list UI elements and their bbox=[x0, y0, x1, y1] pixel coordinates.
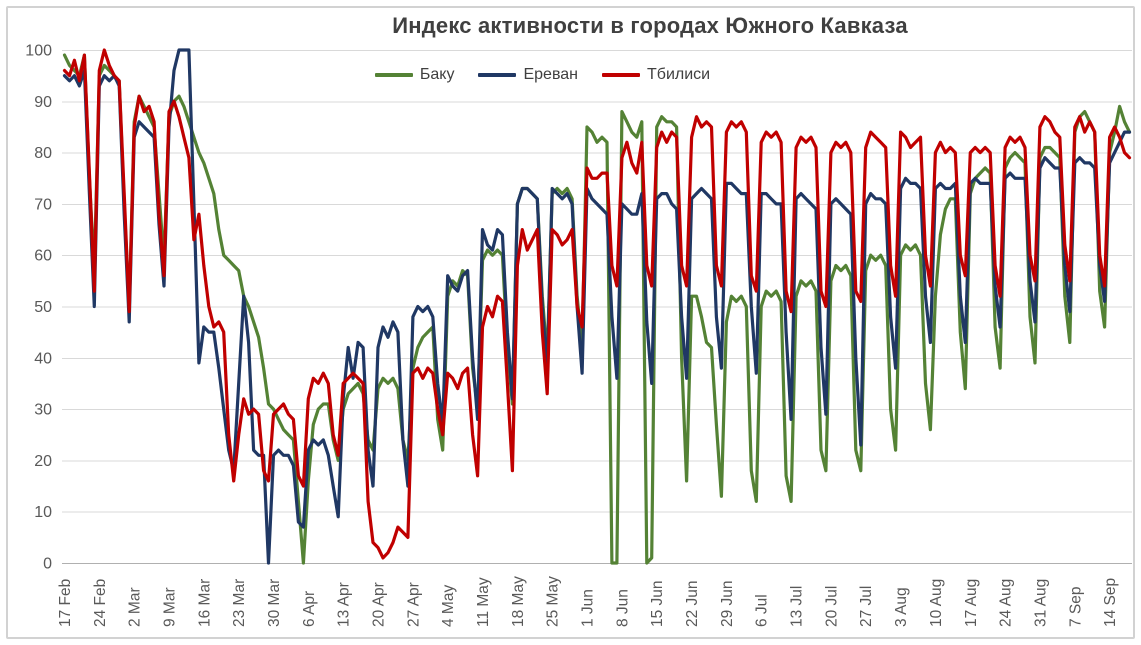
x-tick-label: 20 Apr bbox=[371, 582, 388, 627]
x-tick-label: 29 Jun bbox=[719, 580, 736, 627]
legend-label-tbilisi: Тбилиси bbox=[647, 66, 711, 83]
x-tick-label: 2 Mar bbox=[127, 587, 144, 627]
baku-line-swatch-icon bbox=[374, 73, 413, 77]
legend-item-tbilisi: Тбилиси bbox=[602, 66, 710, 84]
chart-title: Индекс активности в городах Южного Кавка… bbox=[392, 13, 908, 38]
series-line-баку bbox=[62, 53, 1132, 565]
x-tick-label: 24 Aug bbox=[998, 579, 1015, 627]
x-axis-labels: 17 Feb 24 Feb 2 Mar 9 Mar 16 Mar 23 Mar 30 Mar… bbox=[57, 576, 1119, 627]
yerevan-line-swatch-icon bbox=[478, 73, 517, 77]
x-tick-label: 1 Jun bbox=[580, 589, 597, 627]
x-tick-label: 11 May bbox=[475, 577, 492, 627]
y-tick-label: 10 bbox=[34, 504, 52, 521]
x-tick-label: 27 Apr bbox=[405, 582, 422, 627]
x-tick-label: 23 Mar bbox=[231, 579, 248, 627]
y-axis-labels: 0 10 20 30 40 50 60 70 80 90 100 bbox=[25, 43, 52, 573]
y-tick-label: 50 bbox=[34, 299, 52, 316]
y-tick-label: 100 bbox=[25, 43, 52, 60]
x-tick-label: 3 Aug bbox=[893, 587, 910, 627]
x-tick-label: 13 Apr bbox=[336, 582, 353, 627]
x-tick-label: 9 Mar bbox=[162, 587, 179, 627]
x-tick-label: 7 Sep bbox=[1067, 586, 1084, 627]
series-line-ереван bbox=[62, 48, 1132, 565]
x-tick-label: 14 Sep bbox=[1102, 578, 1119, 627]
legend-item-yerevan: Ереван bbox=[478, 66, 578, 84]
x-tick-label: 10 Aug bbox=[928, 579, 945, 627]
y-tick-label: 80 bbox=[34, 145, 52, 162]
x-tick-label: 22 Jun bbox=[684, 580, 701, 627]
x-tick-label: 17 Feb bbox=[57, 579, 74, 627]
y-tick-label: 70 bbox=[34, 196, 52, 213]
x-tick-label: 8 Jun bbox=[614, 589, 631, 627]
x-tick-label: 4 May bbox=[440, 585, 457, 627]
y-tick-label: 0 bbox=[43, 556, 52, 573]
x-tick-label: 20 Jul bbox=[823, 586, 840, 627]
legend-label-yerevan: Ереван bbox=[523, 66, 578, 83]
x-tick-label: 24 Feb bbox=[92, 579, 109, 627]
x-tick-label: 30 Mar bbox=[266, 579, 283, 627]
series-line-тбилиси bbox=[62, 48, 1132, 560]
x-tick-label: 15 Jun bbox=[649, 580, 666, 627]
y-tick-label: 90 bbox=[34, 94, 52, 111]
legend-item-baku: Баку bbox=[374, 66, 455, 84]
y-tick-label: 20 bbox=[34, 453, 52, 470]
y-tick-label: 60 bbox=[34, 248, 52, 265]
tbilisi-line-swatch-icon bbox=[602, 73, 640, 77]
gridlines bbox=[62, 50, 1132, 564]
x-tick-label: 13 Jul bbox=[789, 586, 806, 627]
x-tick-label: 16 Mar bbox=[196, 579, 213, 627]
x-tick-label: 31 Aug bbox=[1032, 579, 1049, 627]
y-tick-label: 40 bbox=[34, 350, 52, 367]
legend: Баку Ереван Тбилиси bbox=[0, 66, 1113, 84]
x-tick-label: 18 May bbox=[510, 576, 527, 627]
x-tick-label: 6 Apr bbox=[301, 591, 318, 627]
legend-label-baku: Баку bbox=[419, 66, 455, 83]
x-tick-label: 17 Aug bbox=[963, 579, 980, 627]
x-tick-label: 6 Jul bbox=[754, 594, 771, 627]
x-tick-label: 27 Jul bbox=[858, 586, 875, 627]
y-tick-label: 30 bbox=[34, 402, 52, 419]
x-tick-label: 25 May bbox=[545, 576, 562, 627]
